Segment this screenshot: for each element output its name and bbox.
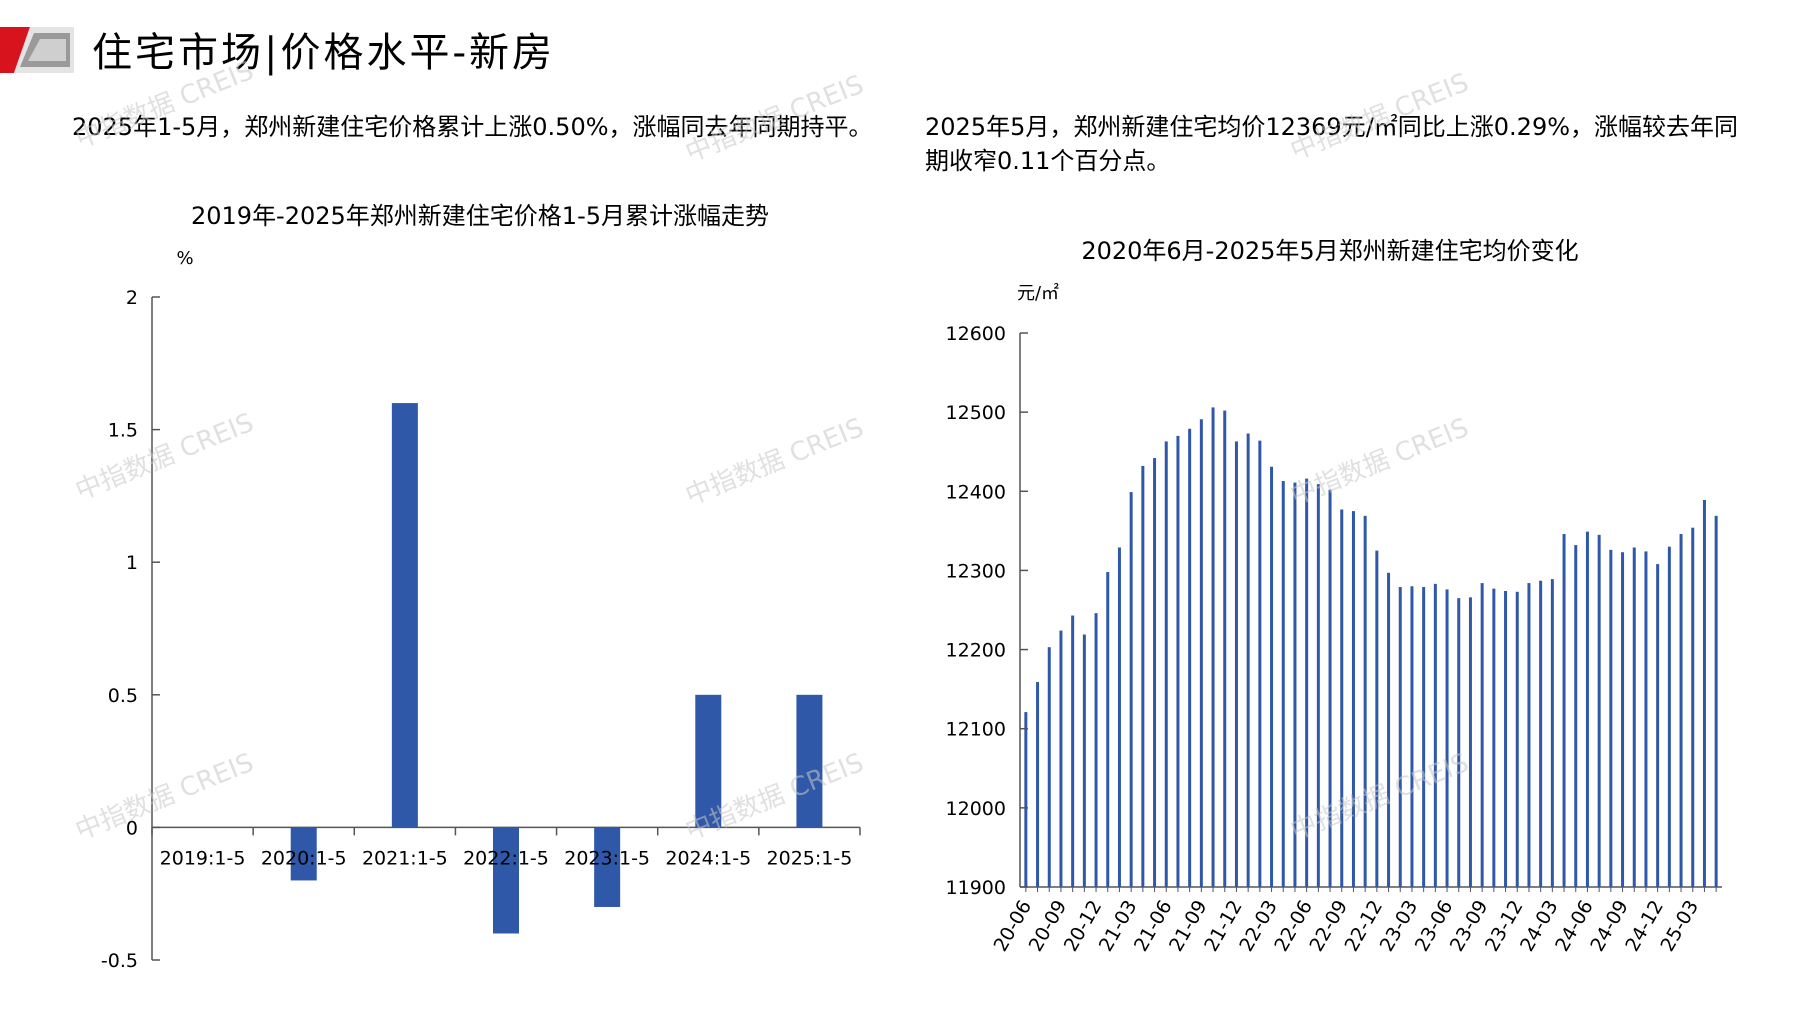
chart2-bar <box>1714 515 1718 887</box>
chart2-bar <box>1574 545 1578 887</box>
chart2-bar <box>1679 534 1683 887</box>
chart1-y-tick-label: 1.5 <box>108 420 138 442</box>
chart2-bar <box>1164 441 1168 887</box>
chart2-bar <box>1316 484 1320 887</box>
chart1-y-tick-label: 1 <box>126 552 138 574</box>
chart2-bar <box>1585 531 1589 887</box>
page-title: 住宅市场|价格水平-新房 <box>92 30 555 76</box>
chart2-bar <box>1410 586 1414 887</box>
chart2-y-tick-label: 12500 <box>946 402 1006 424</box>
summary-right: 2025年5月，郑州新建住宅均价12369元/㎡同比上涨0.29%，涨幅较去年同… <box>925 113 1739 175</box>
chart2-bar <box>1702 499 1706 887</box>
chart2-bar <box>1223 410 1227 887</box>
chart2-bar <box>1340 509 1344 887</box>
chart2-bar <box>1106 572 1110 887</box>
chart1-x-tick-label: 2025:1-5 <box>767 847 853 869</box>
chart1-x-tick-label: 2020:1-5 <box>261 847 347 869</box>
chart2-bar <box>1550 579 1554 887</box>
chart1-bar <box>290 827 317 881</box>
chart2-bar <box>1176 435 1180 887</box>
chart2-y-tick-label: 12300 <box>946 560 1006 582</box>
chart2-bar <box>1305 478 1309 887</box>
chart2-bar <box>1129 492 1133 887</box>
chart1-bar <box>594 827 621 907</box>
chart1-bar <box>796 694 823 828</box>
chart1-x-tick-label: 2019:1-5 <box>160 847 246 869</box>
chart1-y-unit: % <box>176 248 193 269</box>
chart1-x-tick-label: 2023:1-5 <box>564 847 650 869</box>
chart2-title: 2020年6月-2025年5月郑州新建住宅均价变化 <box>1081 237 1578 265</box>
chart2-bar <box>1258 440 1262 887</box>
chart2-bar <box>1445 589 1449 887</box>
chart2-bar <box>1141 465 1145 887</box>
chart2-bar <box>1504 591 1508 887</box>
chart2-bar <box>1387 572 1391 887</box>
chart2-bar <box>1667 546 1671 887</box>
brand-logo <box>0 27 74 73</box>
chart1-y-tick-label: 2 <box>126 287 138 309</box>
chart2-bar <box>1059 630 1063 887</box>
chart2-bar <box>1562 534 1566 887</box>
chart2-bar <box>1234 441 1238 887</box>
chart1-bar <box>391 403 418 828</box>
chart2-bar <box>1468 597 1472 887</box>
chart2-y-tick-label: 12600 <box>946 323 1006 345</box>
chart2-bar <box>1632 547 1636 887</box>
chart1-bar <box>695 694 722 828</box>
chart2-bar <box>1492 588 1496 887</box>
chart1-y-tick-label: 0.5 <box>108 685 138 707</box>
chart2-y-tick-label: 12200 <box>946 640 1006 662</box>
chart1-x-tick-label: 2021:1-5 <box>362 847 448 869</box>
chart2-y-tick-label: 12000 <box>946 798 1006 820</box>
chart2-bar <box>1328 489 1332 887</box>
chart2-bar <box>1480 583 1484 887</box>
chart1-title: 2019年-2025年郑州新建住宅价格1-5月累计涨幅走势 <box>191 202 769 230</box>
chart2-bar <box>1691 527 1695 887</box>
chart1-y-tick-label: -0.5 <box>101 950 138 972</box>
chart2-bar <box>1270 466 1274 887</box>
chart2-bar <box>1351 511 1355 887</box>
chart2-bar <box>1153 458 1157 887</box>
chart2-bar <box>1246 433 1250 887</box>
chart2-bar <box>1036 682 1040 887</box>
chart2-bar <box>1199 419 1203 887</box>
chart2-bar <box>1398 587 1402 887</box>
chart2-bar <box>1375 550 1379 887</box>
chart2-bar <box>1621 552 1625 887</box>
chart2-bar <box>1094 613 1098 887</box>
chart2-y-tick-label: 11900 <box>946 877 1006 899</box>
chart2-bar <box>1597 534 1601 887</box>
chart1-x-tick-label: 2024:1-5 <box>665 847 751 869</box>
chart2-bar <box>1363 515 1367 887</box>
chart2-bar <box>1644 551 1648 887</box>
chart1-x-tick-label: 2022:1-5 <box>463 847 549 869</box>
chart2-y-tick-label: 12100 <box>946 719 1006 741</box>
chart1-y-tick-label: 0 <box>126 817 138 839</box>
chart2-bar <box>1527 583 1531 887</box>
chart2-bar <box>1117 547 1121 887</box>
chart2-bar <box>1422 587 1426 887</box>
chart2-y-tick-label: 12400 <box>946 481 1006 503</box>
chart2-bar <box>1024 712 1028 887</box>
summary-left: 2025年1-5月，郑州新建住宅价格累计上涨0.50%，涨幅同去年同期持平。 <box>72 113 873 141</box>
chart2-bar <box>1188 428 1192 887</box>
chart2-bar <box>1539 580 1543 887</box>
chart2-bar <box>1211 407 1215 887</box>
chart2-bar <box>1457 598 1461 887</box>
chart2-bar <box>1293 482 1297 887</box>
chart1-bar <box>493 827 519 934</box>
chart2-bar <box>1082 634 1086 887</box>
chart2-bar <box>1609 549 1613 887</box>
chart2-bar <box>1281 480 1285 887</box>
chart2-bar <box>1071 615 1075 887</box>
chart2-bar <box>1433 583 1437 887</box>
chart2-bar <box>1515 591 1519 887</box>
chart2-y-unit: 元/㎡ <box>1017 282 1059 304</box>
chart2-bar <box>1047 647 1051 887</box>
chart2-bar <box>1656 564 1660 887</box>
